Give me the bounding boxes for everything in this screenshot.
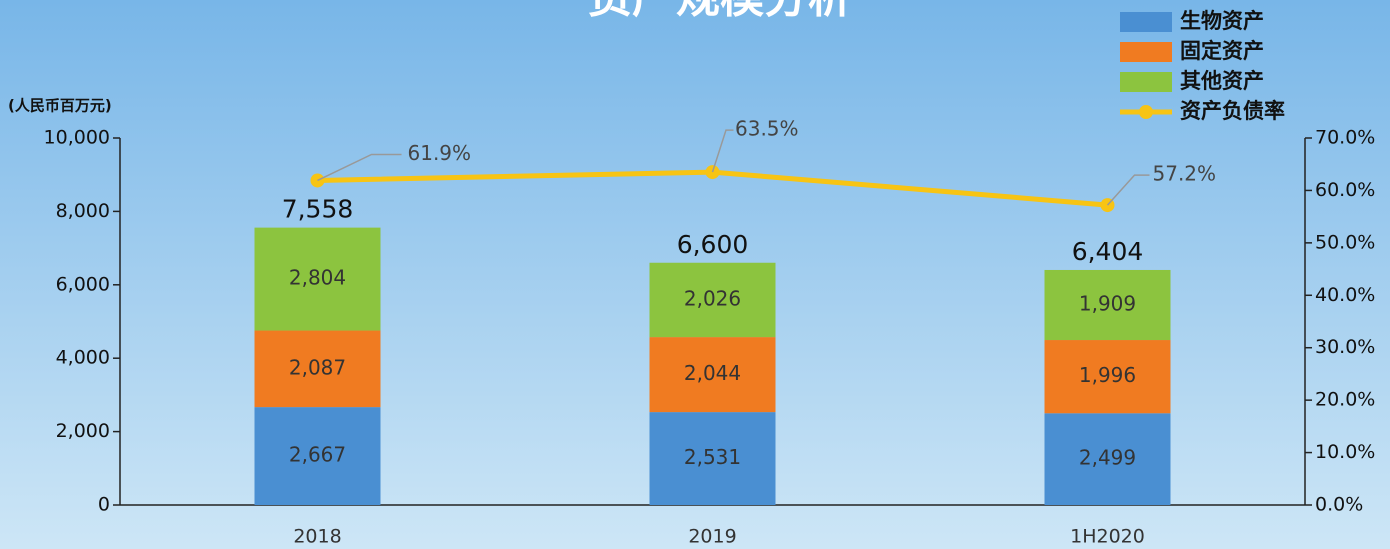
segment-label: 2,531 — [684, 445, 741, 469]
segment-label: 1,909 — [1079, 292, 1136, 316]
bar-segment — [254, 407, 381, 505]
y2-tick-label: 30.0% — [1315, 336, 1375, 358]
total-label: 7,558 — [282, 195, 354, 224]
legend-label: 生物资产 — [1180, 9, 1264, 33]
bar-segment — [649, 262, 776, 338]
legend-label: 固定资产 — [1180, 39, 1264, 63]
x-tick-label: 1H2020 — [1070, 526, 1145, 548]
legend-swatch — [1120, 72, 1172, 92]
chart-title: 资产规模分析 — [588, 0, 852, 23]
bar-segment — [1044, 269, 1171, 341]
leader-line — [317, 153, 402, 182]
legend-marker — [1139, 105, 1153, 119]
segment-label: 2,499 — [1079, 446, 1136, 470]
bar-segment — [254, 330, 381, 408]
y2-tick-label: 50.0% — [1315, 231, 1375, 253]
legend-label: 其他资产 — [1180, 69, 1264, 93]
bar-segment — [1044, 413, 1171, 505]
legend-label: 资产负债率 — [1180, 99, 1285, 123]
y2-tick-label: 60.0% — [1315, 179, 1375, 201]
y-axis-label: (人民币百万元) — [8, 97, 112, 115]
y2-tick-label: 70.0% — [1315, 127, 1375, 149]
leader-line — [1106, 174, 1150, 206]
total-label: 6,600 — [677, 230, 749, 259]
legend-swatch — [1120, 12, 1172, 32]
segment-label: 2,087 — [289, 355, 346, 379]
x-tick-label: 2019 — [688, 526, 736, 548]
bar-segment — [254, 227, 381, 331]
y2-tick-label: 10.0% — [1315, 441, 1375, 463]
bar-segment — [649, 412, 776, 505]
y-tick-label: 2,000 — [56, 420, 110, 442]
line-label: 61.9% — [408, 141, 472, 165]
x-tick-label: 2018 — [293, 526, 341, 548]
y2-tick-label: 40.0% — [1315, 284, 1375, 306]
bar-segment — [1044, 340, 1171, 414]
legend-swatch — [1120, 42, 1172, 62]
line-label: 63.5% — [735, 117, 799, 141]
y-tick-label: 6,000 — [56, 273, 110, 295]
total-label: 6,404 — [1072, 237, 1144, 266]
y2-tick-label: 0.0% — [1315, 494, 1363, 516]
y-tick-label: 0 — [98, 494, 110, 516]
y-tick-label: 10,000 — [44, 127, 110, 149]
segment-label: 2,026 — [684, 286, 741, 310]
segment-label: 1,996 — [1079, 363, 1136, 387]
segment-label: 2,804 — [289, 266, 346, 290]
y-tick-label: 8,000 — [56, 200, 110, 222]
line-label: 57.2% — [1153, 162, 1217, 186]
leader-line — [711, 129, 734, 173]
segment-label: 2,667 — [289, 443, 346, 467]
bar-segment — [649, 337, 776, 413]
y2-tick-label: 20.0% — [1315, 389, 1375, 411]
y-tick-label: 4,000 — [56, 347, 110, 369]
segment-label: 2,044 — [684, 361, 741, 385]
